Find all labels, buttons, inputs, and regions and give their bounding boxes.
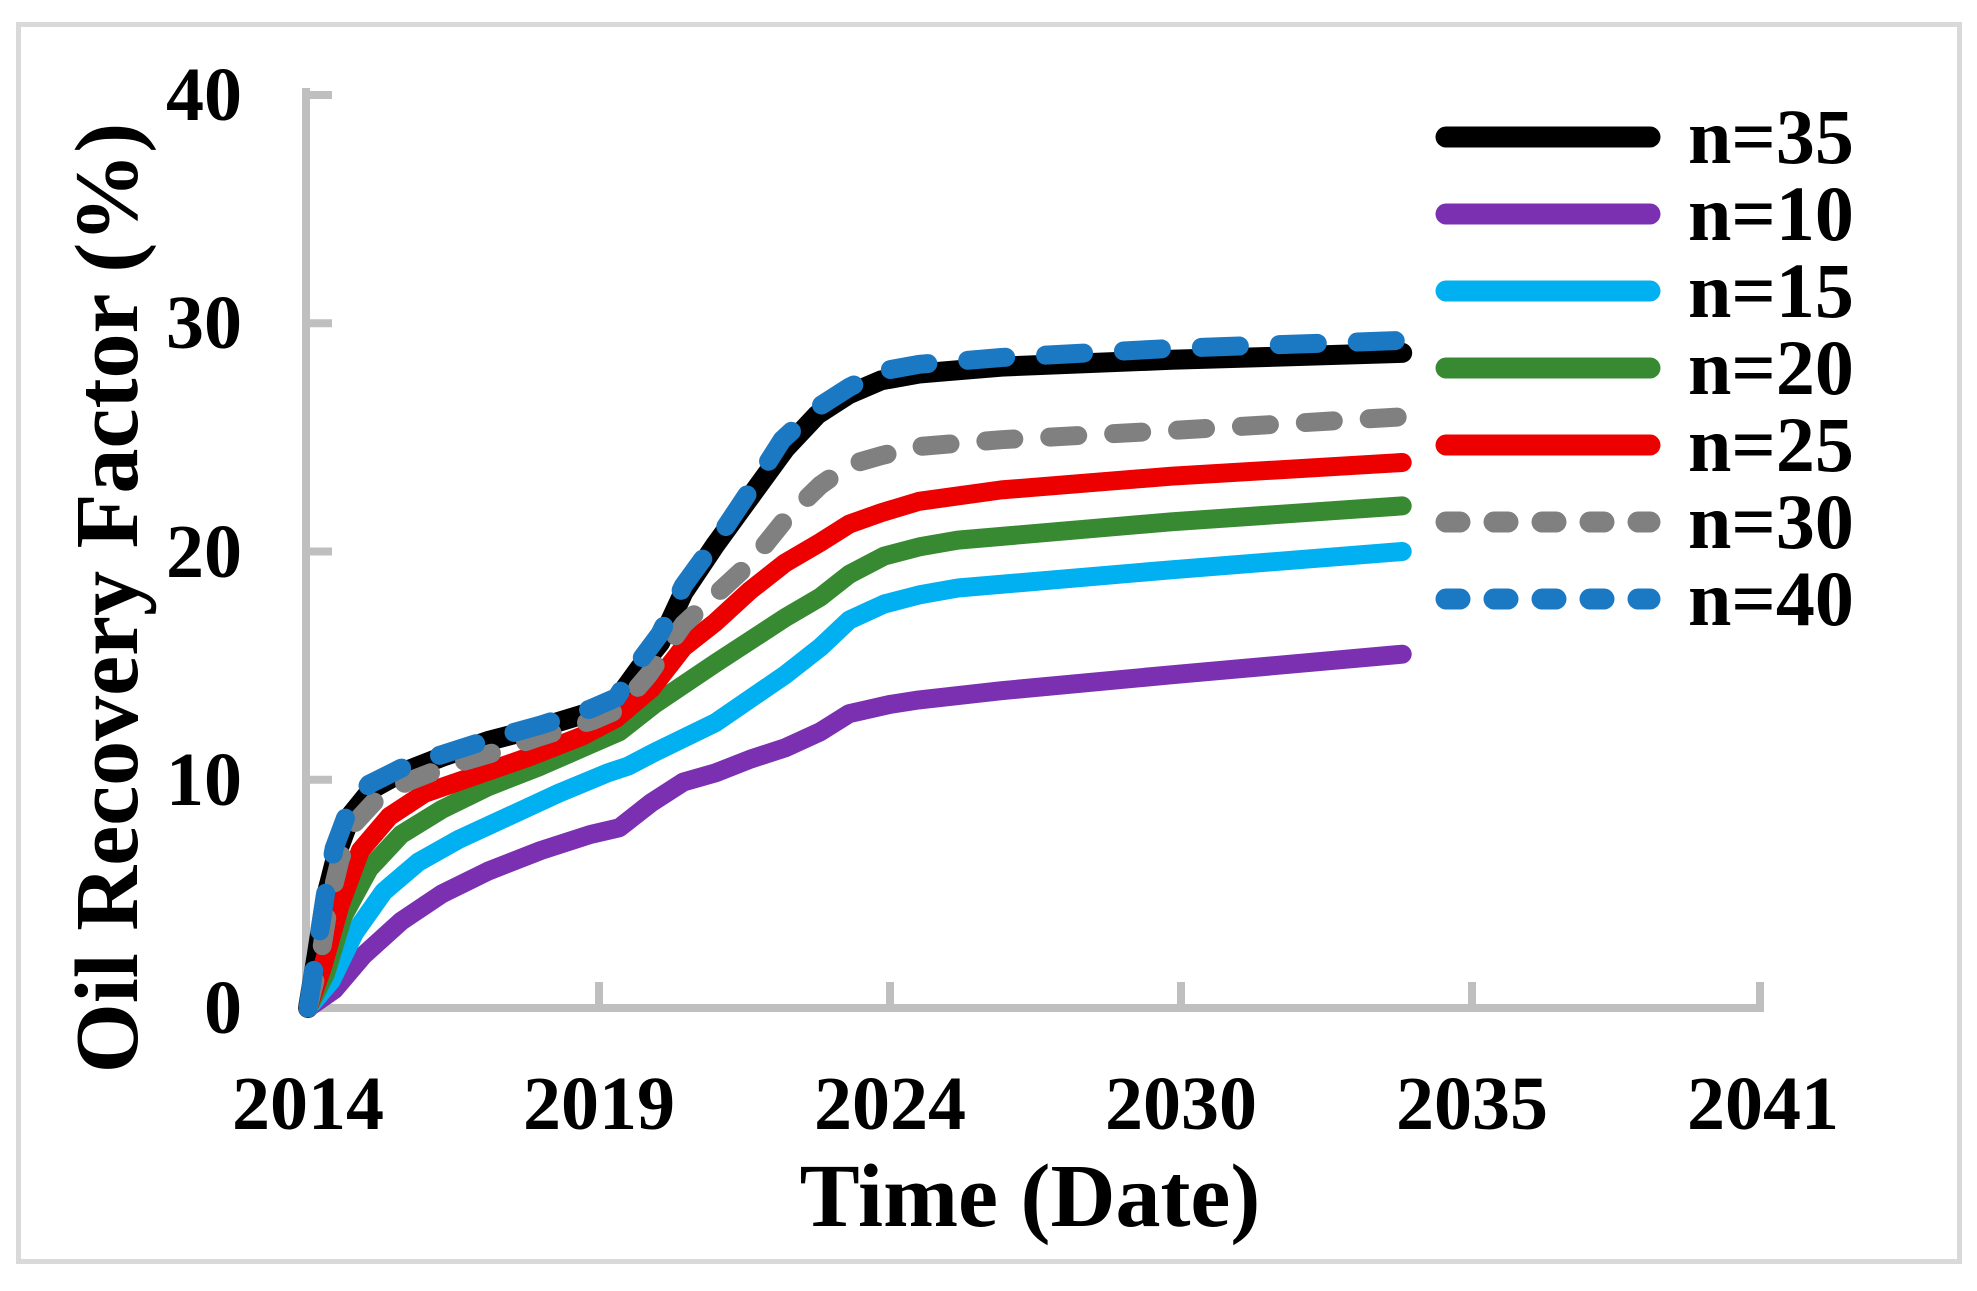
legend-item-n40: n=40 bbox=[1434, 554, 1954, 642]
legend-label-n15: n=15 bbox=[1688, 246, 1854, 334]
y-tick-label: 10 bbox=[166, 737, 242, 822]
series-n40 bbox=[298, 330, 1412, 1018]
legend-label-n20: n=20 bbox=[1688, 323, 1854, 411]
legend-swatch-n25 bbox=[1435, 434, 1661, 455]
legend-label-n10: n=10 bbox=[1688, 169, 1854, 257]
legend-label-n30: n=30 bbox=[1688, 477, 1854, 565]
legend-label-n25: n=25 bbox=[1688, 400, 1854, 488]
series-n10 bbox=[298, 644, 1412, 1018]
legend-item-n30: n=30 bbox=[1434, 477, 1954, 565]
legend-item-n25: n=25 bbox=[1434, 400, 1954, 488]
legend-swatch-n20 bbox=[1435, 357, 1661, 378]
x-axis-title: Time (Date) bbox=[799, 1147, 1261, 1246]
series-n25 bbox=[298, 453, 1412, 1018]
y-tick-label: 20 bbox=[166, 509, 242, 594]
legend: n=35 n=10 n=15 n=20 n=25 n=30 n=40 bbox=[1434, 92, 1954, 642]
y-tick-label: 30 bbox=[166, 281, 242, 366]
y-tick-label: 0 bbox=[204, 966, 242, 1050]
legend-item-n35: n=35 bbox=[1434, 92, 1954, 180]
legend-item-n20: n=20 bbox=[1434, 323, 1954, 411]
legend-item-n15: n=15 bbox=[1434, 246, 1954, 334]
legend-label-n35: n=35 bbox=[1688, 92, 1854, 180]
x-tick-label: 2014 bbox=[232, 1062, 384, 1146]
x-tick-label: 2024 bbox=[814, 1062, 966, 1146]
legend-swatch-n30 bbox=[1435, 511, 1661, 532]
x-tick-label: 2041 bbox=[1687, 1062, 1839, 1146]
series-n30 bbox=[298, 407, 1412, 1018]
x-tick-label: 2019 bbox=[523, 1062, 675, 1146]
y-tick-label: 40 bbox=[166, 53, 242, 137]
legend-swatch-n15 bbox=[1435, 280, 1661, 301]
figure-border bbox=[16, 22, 1962, 1264]
series-n20 bbox=[298, 496, 1412, 1018]
legend-swatch-n40 bbox=[1435, 588, 1661, 609]
legend-label-n40: n=40 bbox=[1688, 554, 1854, 642]
series-n35 bbox=[298, 342, 1413, 1018]
y-axis-title: Oil Recovery Factor (%) bbox=[58, 122, 157, 1074]
legend-swatch-n10 bbox=[1435, 203, 1661, 224]
x-tick-label: 2030 bbox=[1105, 1062, 1257, 1146]
x-tick-label: 2035 bbox=[1396, 1062, 1548, 1146]
legend-item-n10: n=10 bbox=[1434, 169, 1954, 257]
series-n15 bbox=[298, 542, 1412, 1018]
legend-swatch-n35 bbox=[1435, 126, 1661, 147]
